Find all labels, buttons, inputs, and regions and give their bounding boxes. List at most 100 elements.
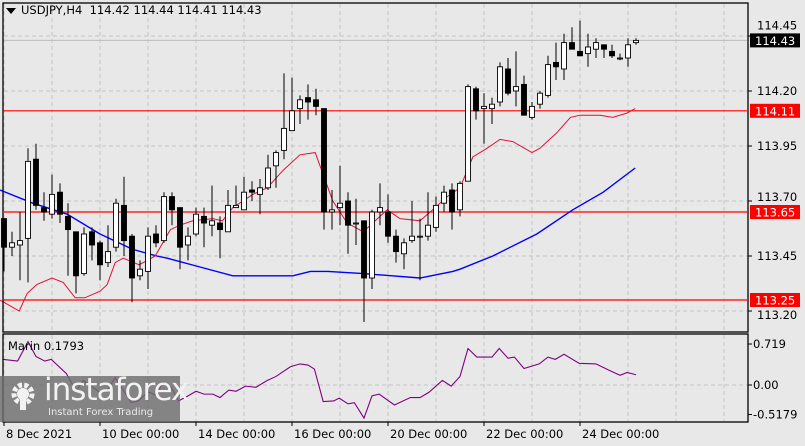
candle bbox=[201, 207, 207, 248]
candle bbox=[121, 176, 127, 256]
bear-candle-body bbox=[1, 218, 7, 248]
bull-candle-body bbox=[209, 220, 215, 226]
candle bbox=[57, 183, 63, 223]
candle bbox=[1, 218, 7, 272]
bear-candle-body bbox=[553, 61, 559, 68]
bear-candle-body bbox=[97, 242, 103, 266]
bear-candle-body bbox=[129, 235, 135, 279]
main-chart-frame bbox=[2, 2, 749, 333]
time-label: 24 Dec 00:00 bbox=[582, 427, 659, 441]
candle bbox=[569, 27, 575, 50]
candle bbox=[273, 150, 279, 188]
sub-tick-label: 0.719 bbox=[753, 337, 786, 351]
candle bbox=[345, 192, 351, 254]
candle bbox=[321, 108, 327, 230]
price-tick-label: 114.20 bbox=[757, 84, 797, 98]
bull-candle-body bbox=[369, 211, 375, 279]
candle bbox=[265, 154, 271, 190]
bull-candle-body bbox=[377, 207, 383, 213]
candle bbox=[129, 234, 135, 303]
time-axis: 8 Dec 2021 10 Dec 00:00 14 Dec 00:00 16 Dec… bbox=[3, 422, 659, 441]
time-label: 22 Dec 00:00 bbox=[486, 427, 563, 441]
candle bbox=[537, 91, 543, 109]
bear-candle-body bbox=[73, 231, 79, 277]
candle bbox=[233, 185, 239, 209]
bull-candle-body bbox=[137, 268, 143, 277]
open-value: 114.42 bbox=[89, 3, 130, 17]
bear-candle-body bbox=[393, 235, 399, 253]
bear-candle-body bbox=[217, 222, 223, 231]
watermark-brand: instaforex bbox=[44, 372, 189, 408]
bull-candle-body bbox=[49, 193, 55, 215]
bull-candle-body bbox=[185, 235, 191, 246]
bull-candle-body bbox=[17, 240, 23, 246]
bull-candle-body bbox=[537, 92, 543, 105]
fast-ma-line bbox=[0, 108, 636, 312]
candle bbox=[105, 225, 111, 267]
bull-candle-body bbox=[497, 66, 503, 103]
candle bbox=[473, 86, 479, 120]
price-tick-label: 113.20 bbox=[757, 308, 797, 322]
bull-candle-body bbox=[481, 105, 487, 110]
bull-candle-body bbox=[281, 127, 287, 151]
dropdown-triangle-icon[interactable] bbox=[6, 7, 16, 14]
slow-ma-line bbox=[0, 167, 636, 279]
bull-candle-body bbox=[457, 182, 463, 211]
candle bbox=[457, 181, 463, 217]
bear-candle-body bbox=[121, 204, 127, 242]
gear-logo-icon bbox=[11, 382, 35, 410]
candle bbox=[281, 73, 287, 160]
candle bbox=[225, 190, 231, 233]
time-label: 20 Dec 00:00 bbox=[390, 427, 467, 441]
bull-candle-body bbox=[593, 42, 599, 50]
candle bbox=[49, 174, 55, 219]
bull-candle-body bbox=[297, 99, 303, 110]
candle bbox=[41, 192, 47, 221]
bull-candle-body bbox=[113, 202, 119, 248]
bear-candle-body bbox=[249, 189, 255, 193]
level-price-badge: 113.25 bbox=[755, 294, 795, 308]
candle bbox=[585, 33, 591, 67]
bear-candle-body bbox=[57, 191, 63, 215]
bull-candle-body bbox=[465, 86, 471, 182]
level-price-badge: 114.11 bbox=[755, 104, 795, 118]
candle bbox=[417, 218, 423, 281]
price-tick-label: 113.70 bbox=[757, 190, 797, 204]
bear-candle-body bbox=[449, 189, 455, 213]
candle bbox=[169, 192, 175, 226]
bear-candle-body bbox=[569, 42, 575, 50]
bull-candle-body bbox=[433, 204, 439, 228]
candle bbox=[361, 220, 367, 322]
candle bbox=[97, 240, 103, 281]
watermark-tagline: Instant Forex Trading bbox=[48, 407, 154, 418]
candle bbox=[441, 185, 447, 212]
candle bbox=[17, 212, 23, 281]
candle bbox=[137, 260, 143, 281]
current-price-badge-bg bbox=[750, 33, 800, 48]
bull-candle-body bbox=[425, 224, 431, 237]
candle bbox=[193, 207, 199, 237]
candle bbox=[553, 42, 559, 80]
bull-candle-body bbox=[193, 213, 199, 235]
level-price-badge-bg bbox=[750, 205, 800, 219]
high-value: 114.44 bbox=[133, 3, 174, 17]
bull-candle-body bbox=[353, 222, 359, 225]
moving-averages bbox=[0, 108, 636, 312]
time-label: 14 Dec 00:00 bbox=[198, 427, 275, 441]
candle bbox=[633, 38, 639, 45]
candle bbox=[73, 231, 79, 294]
candle bbox=[185, 227, 191, 261]
candle bbox=[593, 38, 599, 58]
candle bbox=[609, 44, 615, 58]
candle bbox=[289, 77, 295, 132]
low-value: 114.41 bbox=[177, 3, 218, 17]
bull-candle-body bbox=[625, 44, 631, 59]
candle bbox=[433, 196, 439, 232]
bear-candle-body bbox=[345, 200, 351, 226]
bear-candle-body bbox=[41, 207, 47, 213]
candle bbox=[409, 201, 415, 243]
bear-candle-body bbox=[33, 158, 39, 206]
candle bbox=[625, 38, 631, 67]
bear-candle-body bbox=[321, 108, 327, 213]
candle bbox=[241, 176, 247, 211]
